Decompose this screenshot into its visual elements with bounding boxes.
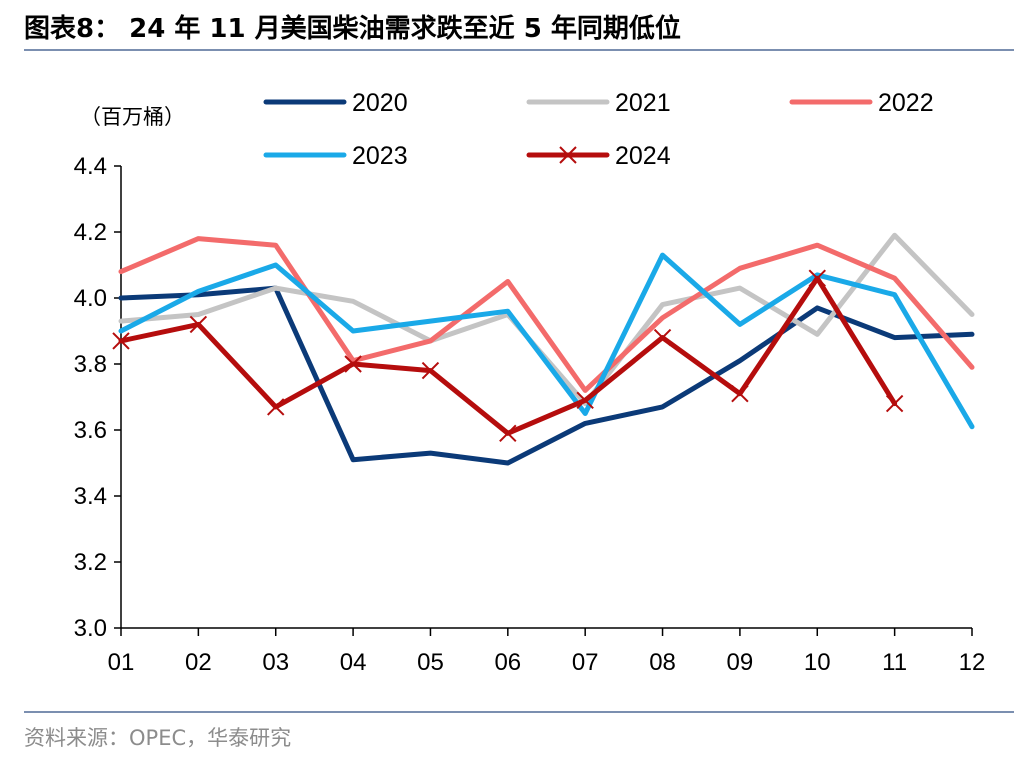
x-tick-label: 01 bbox=[108, 649, 135, 676]
data-point-marker-2024 bbox=[189, 315, 208, 334]
legend-label-2023: 2023 bbox=[352, 142, 408, 170]
x-tick-label: 03 bbox=[262, 649, 289, 676]
x-tick-label: 09 bbox=[727, 649, 754, 676]
data-point-marker-2024 bbox=[653, 328, 672, 347]
y-tick-label: 3.2 bbox=[74, 549, 107, 576]
data-point-marker-2024 bbox=[344, 355, 362, 373]
x-tick-label: 02 bbox=[185, 649, 212, 676]
x-tick-label: 06 bbox=[494, 649, 521, 676]
legend-label-2022: 2022 bbox=[878, 89, 934, 117]
data-point-marker-2024 bbox=[112, 332, 130, 350]
x-tick-label: 07 bbox=[572, 649, 599, 676]
data-point-marker-2024 bbox=[731, 384, 749, 403]
legend: 2020 2021 2022 2023 2024 bbox=[263, 89, 934, 170]
y-unit-label: （百万桶） bbox=[80, 105, 185, 129]
data-point-marker-2024 bbox=[267, 398, 285, 416]
y-tick-label: 3.6 bbox=[74, 417, 107, 444]
x-tick-label: 04 bbox=[340, 649, 367, 676]
x-tick-label: 12 bbox=[959, 649, 986, 676]
y-axis: 3.0 3.2 3.4 3.6 3.8 4.0 4.2 4.4 bbox=[74, 153, 122, 642]
chart-title: 图表8： 24 年 11 月美国柴油需求跌至近 5 年同期低位 bbox=[24, 14, 681, 44]
y-tick-label: 3.0 bbox=[74, 615, 107, 642]
data-point-marker-2024 bbox=[808, 269, 826, 287]
y-tick-label: 4.4 bbox=[74, 153, 107, 180]
x-tick-label: 10 bbox=[804, 649, 831, 676]
title-divider bbox=[24, 49, 1014, 51]
footer-divider bbox=[24, 711, 1014, 713]
x-axis: 01 02 03 04 05 06 07 08 09 10 11 12 bbox=[108, 627, 986, 676]
legend-label-2024: 2024 bbox=[615, 142, 671, 170]
series-line-2022 bbox=[118, 236, 975, 393]
y-tick-label: 3.8 bbox=[74, 351, 107, 378]
x-tick-label: 05 bbox=[417, 649, 444, 676]
legend-label-2020: 2020 bbox=[352, 89, 408, 117]
x-tick-label: 11 bbox=[882, 649, 907, 676]
series-lines bbox=[112, 232, 975, 466]
y-tick-label: 4.0 bbox=[74, 285, 107, 312]
data-point-marker-2024 bbox=[421, 361, 440, 380]
legend-marker-2024 bbox=[559, 146, 577, 164]
series-line-2023 bbox=[118, 252, 975, 430]
y-tick-label: 4.2 bbox=[74, 219, 107, 246]
source-note: 资料来源：OPEC，华泰研究 bbox=[24, 726, 292, 750]
series-line-2020 bbox=[118, 285, 975, 466]
data-point-marker-2024 bbox=[576, 391, 594, 410]
y-tick-label: 3.4 bbox=[74, 483, 107, 510]
x-tick-label: 08 bbox=[649, 649, 676, 676]
legend-label-2021: 2021 bbox=[615, 89, 671, 117]
data-point-marker-2024 bbox=[885, 394, 904, 413]
data-point-marker-2024 bbox=[499, 424, 517, 443]
